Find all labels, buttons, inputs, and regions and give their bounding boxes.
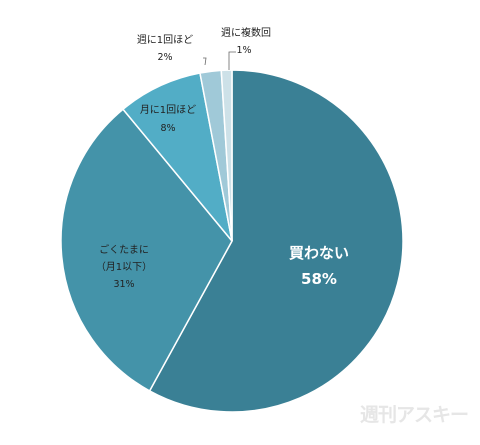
pie-slice-kawanai <box>148 69 404 413</box>
slice-percent-gokutamani: 31% <box>113 279 134 290</box>
leader-line-shuni-1 <box>203 57 207 66</box>
leader-line-shuni-fukusu <box>228 51 236 70</box>
slice-percent-shuni-1: 2% <box>157 52 172 63</box>
slice-label-kawanai: 買わない <box>289 244 349 262</box>
pie-slice-gokutamani <box>60 108 233 392</box>
watermark-logo: 週刊アスキー <box>360 404 468 426</box>
pie-slices <box>60 69 404 413</box>
leader-lines <box>203 51 236 70</box>
slice-label-shuni-1: 週に1回ほど <box>137 34 193 46</box>
slice-label-tsukini: 月に1回ほど <box>140 104 196 116</box>
slice-percent-shuni-fukusu: 1% <box>236 45 251 56</box>
slice-label-gokutamani-line1: ごくたまに <box>99 243 149 256</box>
slice-label-gokutamani-line2: （月1以下） <box>96 261 152 273</box>
slice-label-shuni-fukusu: 週に複数回 <box>221 26 271 39</box>
pie-slice-shuni-fukusu <box>220 69 233 242</box>
slice-percent-kawanai: 58% <box>301 270 337 288</box>
slice-percent-tsukini: 8% <box>160 123 175 134</box>
